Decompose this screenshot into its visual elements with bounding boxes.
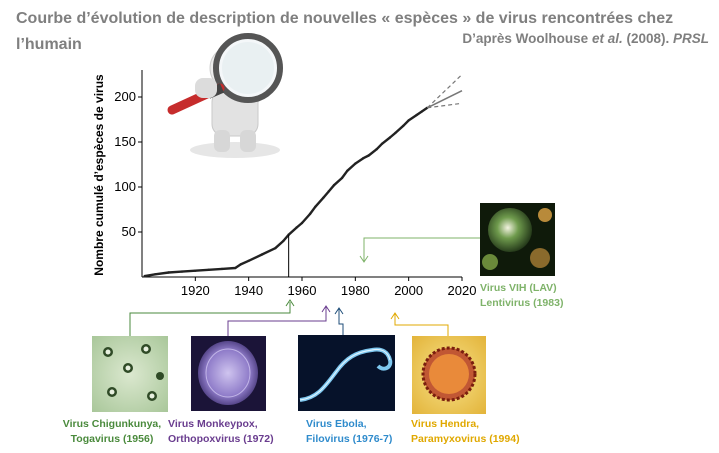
chart-title: Courbe d’évolution de description de nou… [16, 10, 674, 53]
data-point [346, 169, 349, 172]
data-point [314, 205, 317, 208]
connector-chikungunya [129, 302, 291, 336]
data-point [239, 263, 242, 266]
caption-hendra-family: Paramyxovirus (1994) [411, 433, 520, 445]
series-line-0 [144, 106, 428, 278]
data-point [143, 274, 146, 278]
projection-layer [426, 74, 463, 109]
source-prefix: D’après Woolhouse [462, 31, 592, 46]
data-point [327, 190, 330, 193]
x-tick-label: 1920 [181, 283, 210, 298]
caption-hendra-name: Virus Hendra, [411, 418, 480, 430]
data-point [282, 239, 285, 243]
source-citation: D’après Woolhouse et al. (2008). PRSL [462, 31, 709, 46]
data-point [420, 110, 424, 113]
projection-lower-line [427, 102, 463, 109]
caption-chikungunya: Virus Chigunkunya, Togavirus (1956) [42, 417, 182, 447]
data-point [194, 269, 197, 272]
x-tick-label: 2000 [394, 283, 423, 298]
data-point [362, 157, 365, 160]
y-tick-label: 100 [114, 179, 136, 194]
data-point [207, 268, 210, 271]
x-ticks: 1920 1940 1960 1980 2000 2020 [181, 277, 477, 298]
caption-ebola-name: Virus Ebola, [306, 418, 367, 430]
data-point [394, 131, 397, 135]
caption-vih: Virus VIH (LAV) Lentivirus (1983) [480, 281, 600, 311]
data-point [274, 247, 277, 250]
source-year: (2008). [622, 31, 673, 46]
x-tick-label: 2020 [448, 283, 477, 298]
caption-vih-name: Virus VIH (LAV) [480, 282, 557, 294]
data-point [154, 273, 157, 276]
y-tick-label: 200 [114, 89, 136, 104]
data-point [402, 124, 405, 128]
source-journal: PRSL [672, 31, 709, 46]
y-tick-label: 50 [122, 224, 136, 239]
connector-ebola [338, 308, 344, 336]
caption-chikungunya-family: Togavirus (1956) [70, 433, 154, 445]
ebola-image [298, 335, 395, 411]
data-point [167, 271, 170, 274]
caption-ebola: Virus Ebola, Filovirus (1976-7) [306, 417, 416, 447]
data-point [332, 184, 336, 187]
caption-monkeypox-family: Orthopoxvirus (1972) [168, 433, 274, 445]
caption-chikungunya-name: Virus Chigunkunya, [62, 418, 162, 430]
data-point [220, 267, 224, 271]
data-point [354, 162, 357, 165]
data-point [380, 142, 384, 145]
caption-ebola-family: Filovirus (1976-7) [306, 433, 393, 445]
annotation-connectors [129, 237, 480, 337]
caption-hendra: Virus Hendra, Paramyxovirus (1994) [411, 417, 541, 447]
data-point [300, 221, 304, 225]
connector-monkeypox [227, 306, 327, 337]
data-point [407, 119, 410, 122]
data-point [180, 270, 184, 273]
connector-vih [363, 237, 480, 262]
data-point [322, 196, 325, 199]
projection-upper-line [426, 74, 463, 109]
chikungunya-image [92, 336, 168, 412]
y-ticks: 50 100 150 200 [114, 89, 142, 239]
data-point [247, 259, 250, 262]
x-tick-label: 1940 [234, 283, 263, 298]
data-point [340, 176, 344, 180]
data-point [367, 154, 370, 157]
data-point [415, 113, 418, 117]
data-point [260, 253, 264, 256]
hendra-image [412, 336, 486, 414]
series-layer [143, 106, 429, 278]
monkeypox-image [191, 336, 266, 411]
data-point [388, 136, 392, 139]
caption-monkeypox: Virus Monkeypox, Orthopoxvirus (1972) [168, 417, 294, 447]
source-italic: et al. [591, 31, 623, 46]
caption-monkeypox-name: Virus Monkeypox, [168, 418, 258, 430]
magnifier-figure-illustration [167, 33, 283, 158]
y-tick-label: 150 [114, 134, 136, 149]
caption-vih-family: Lentivirus (1983) [480, 297, 564, 309]
y-axis-label: Nombre cumulé d’espèces de virus [92, 74, 106, 276]
x-tick-label: 1960 [288, 283, 317, 298]
data-point [234, 266, 237, 270]
data-point [308, 212, 312, 216]
projection-center-line [426, 89, 463, 109]
data-point [375, 148, 378, 151]
x-tick-label: 1980 [341, 283, 370, 298]
vih-image [480, 203, 555, 276]
connector-hendra [394, 313, 449, 337]
data-point [295, 226, 298, 229]
